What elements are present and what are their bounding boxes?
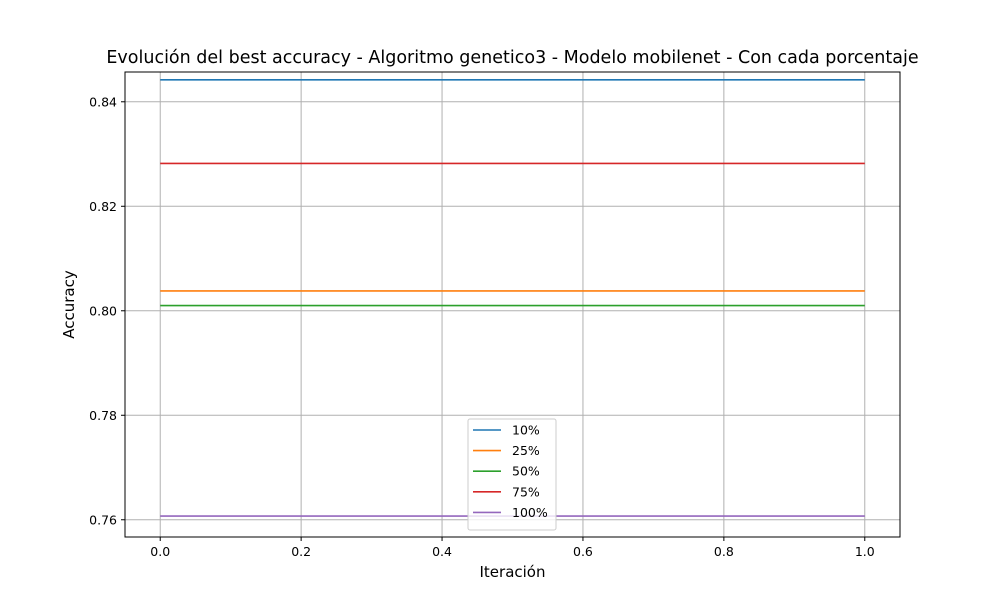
x-axis-label: Iteración [480,563,546,581]
x-tick-label: 0.8 [714,544,734,559]
legend-label: 100% [512,505,548,520]
x-tick-label: 1.0 [855,544,875,559]
x-tick-label: 0.4 [432,544,452,559]
legend-box [467,418,557,531]
x-tick-label: 0.6 [573,544,593,559]
legend-label: 25% [512,443,540,458]
series-lines [160,79,865,517]
x-tick-label: 0.0 [150,544,170,559]
y-tick-label: 0.84 [89,94,117,109]
ticks: 0.0 0.2 0.4 0.6 0.8 1.0 0.76 0.78 0.80 0.82 0.84 [89,94,875,559]
y-tick-label: 0.78 [89,408,117,423]
x-tick-label: 0.2 [291,544,311,559]
y-tick-label: 0.76 [89,512,117,527]
legend-label: 10% [512,423,540,438]
chart-title: Evolución del best accuracy - Algoritmo … [106,48,918,68]
y-tick-label: 0.80 [89,303,117,318]
legend-label: 75% [512,484,540,499]
grid [125,72,900,537]
legend-label: 50% [512,464,540,479]
plot-frame [124,71,901,538]
y-axis-label: Accuracy [60,270,78,339]
y-tick-label: 0.82 [89,199,117,214]
legend: 10% 25% 50% 75% 100% [467,418,557,531]
